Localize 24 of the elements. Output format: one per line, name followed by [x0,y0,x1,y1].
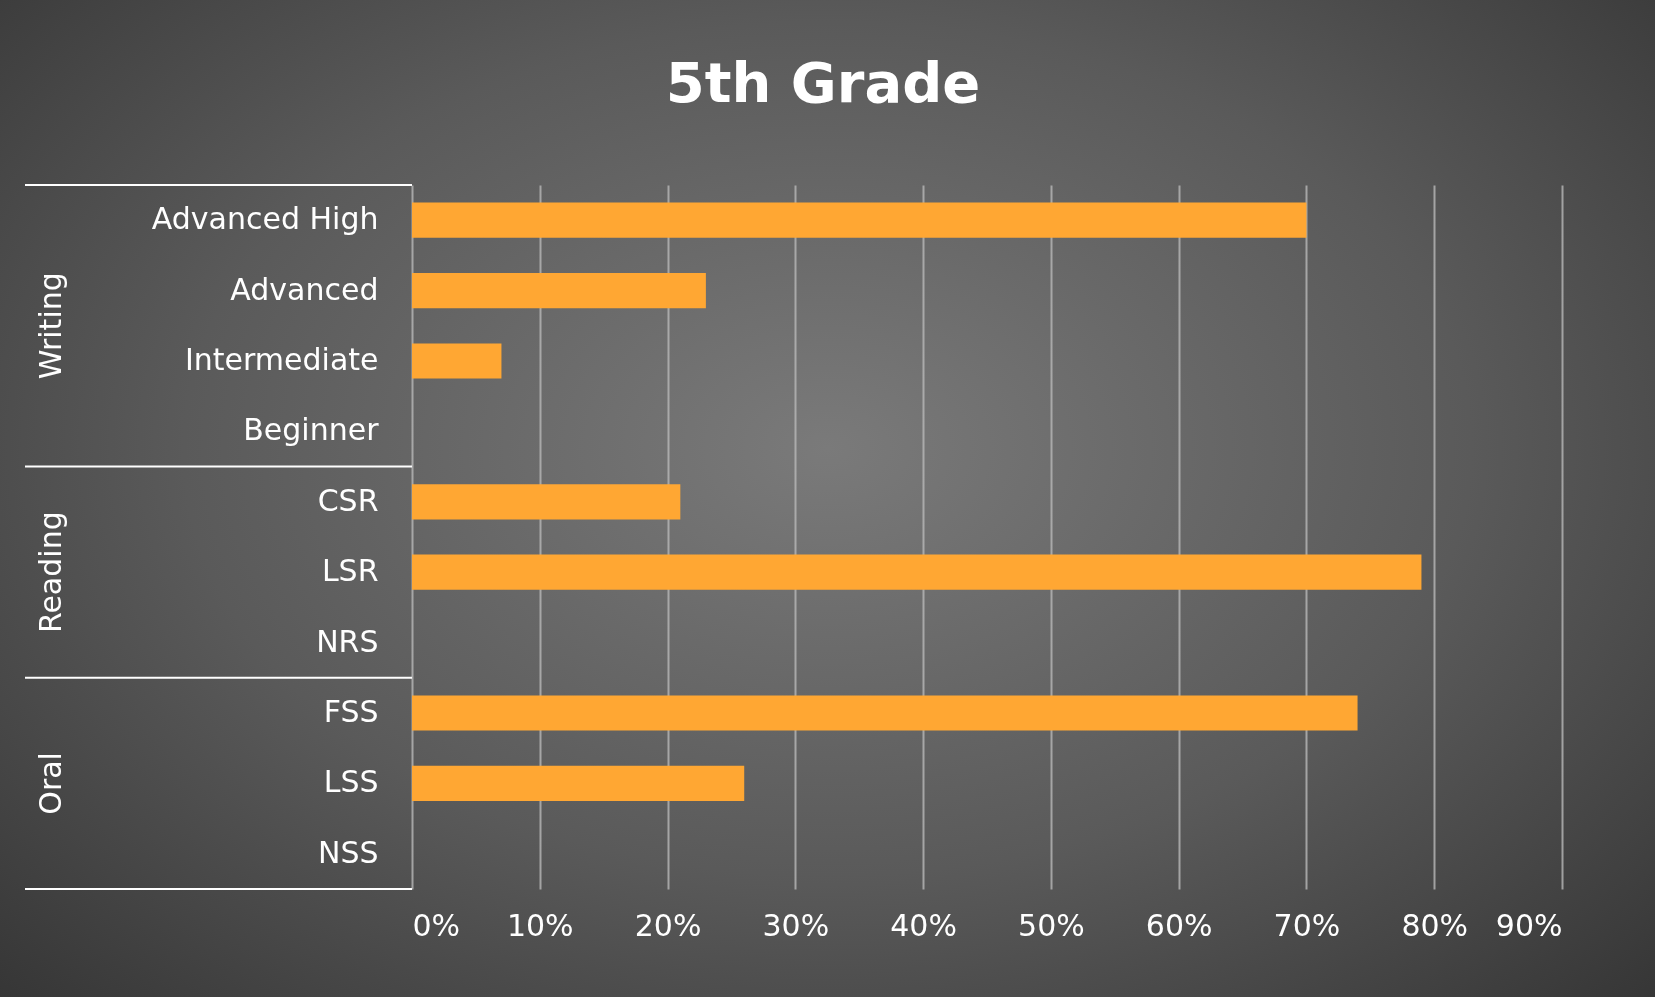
y-tick-label: NRS [316,623,379,659]
y-tick-label: Beginner [243,412,380,448]
x-tick-label: 0% [412,907,461,943]
x-tick-label: 40% [890,907,957,943]
text: Writing [33,272,68,380]
y-tick-label: CSR [317,482,379,518]
y-tick-label: Advanced [230,271,379,307]
x-tick-label: 50% [1018,907,1085,943]
x-tick-label: 90% [1495,907,1563,943]
x-tick-label: 30% [762,907,830,943]
y-tick-label: NSS [317,834,379,870]
x-tick-label: 10% [506,907,574,943]
text: Oral [33,752,68,815]
x-tick-label: 80% [1401,907,1469,943]
y-tick-label: LSS [323,764,379,800]
x-tick-label: 70% [1273,907,1341,943]
x-tick-label: 60% [1145,907,1213,943]
chart-title: 5th Grade [665,50,981,115]
x-tick-label: 20% [634,907,702,943]
y-tick-label: LSR [321,553,379,589]
y-tick-label: FSS [323,694,379,729]
y-tick-label: Advanced High [151,201,379,237]
y-tick-label: Intermediate [184,342,379,377]
text: Reading [33,511,68,634]
